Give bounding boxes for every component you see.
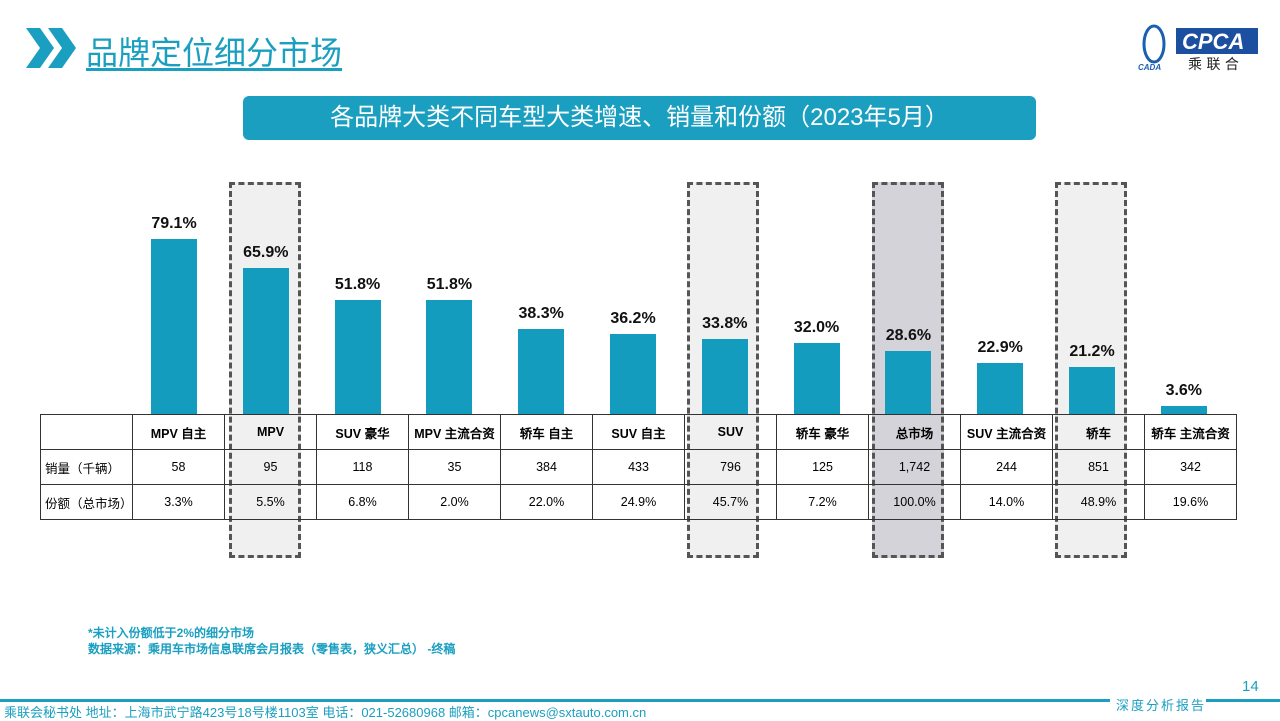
table-cell: 19.6% — [1144, 484, 1237, 520]
data-label: 65.9% — [243, 244, 289, 262]
table-cell: 100.0% — [868, 484, 961, 520]
data-label: 33.8% — [702, 315, 748, 333]
category-label: SUV 主流合资 — [960, 414, 1053, 450]
bar — [1069, 367, 1115, 414]
row-label: 份额（总市场） — [40, 484, 133, 520]
data-label: 51.8% — [426, 275, 473, 293]
category-label: 总市场 — [868, 414, 961, 450]
table-cell: 433 — [592, 449, 685, 485]
corner-cell — [40, 414, 133, 450]
table-cell: 6.8% — [316, 484, 409, 520]
table-cell: 118 — [316, 449, 409, 485]
category-label: 轿车 — [1052, 414, 1145, 450]
data-label: 21.2% — [1069, 343, 1115, 361]
table-cell: 7.2% — [776, 484, 869, 520]
data-label: 3.6% — [1165, 382, 1203, 400]
category-label: SUV 自主 — [592, 414, 685, 450]
table-cell: 58 — [132, 449, 225, 485]
table-cell: 35 — [408, 449, 501, 485]
page-number: 14 — [1242, 678, 1259, 695]
bar — [426, 299, 473, 414]
bar — [610, 333, 656, 414]
table-cell: 384 — [500, 449, 593, 485]
bar — [151, 239, 197, 414]
bar — [334, 299, 381, 414]
bar — [885, 350, 932, 414]
page-title: 品牌定位细分市场 — [86, 35, 343, 71]
chart-subtitle: 各品牌大类不同车型大类增速、销量和份额（2023年5月） — [243, 96, 1036, 140]
bar — [518, 329, 565, 414]
category-label: MPV 自主 — [132, 414, 225, 450]
table-cell: 14.0% — [960, 484, 1053, 520]
footer-divider — [0, 699, 1110, 702]
data-table: MPV 自主 MPV SUV 豪华 MPV 主流合资 轿车 自主 SUV 自主 SUV 轿车 … — [40, 414, 1237, 520]
category-label: MPV 主流合资 — [408, 414, 501, 450]
svg-text:CPCA: CPCA — [1182, 29, 1244, 54]
footnote: *未计入份额低于2%的细分市场 — [88, 626, 255, 640]
table-cell: 22.0% — [500, 484, 593, 520]
data-source: 数据来源：乘用车市场信息联席会月报表（零售表，狭义汇总） -终稿 — [88, 642, 456, 656]
data-label: 36.2% — [610, 309, 656, 327]
footer-text: 乘联会秘书处 地址：上海市武宁路423号18号楼1103室 电话：021-526… — [4, 705, 647, 720]
data-label: 51.8% — [334, 275, 381, 293]
row-label: 销量（千辆） — [40, 449, 133, 485]
table-cell: 2.0% — [408, 484, 501, 520]
table-cell: 5.5% — [224, 484, 317, 520]
cpca-logo: CPCA 乘 联 合 CADA — [1136, 22, 1260, 73]
report-tag: 深度分析报告 — [1116, 698, 1207, 713]
data-label: 38.3% — [518, 305, 564, 323]
bar — [701, 339, 748, 414]
category-label: 轿车 主流合资 — [1144, 414, 1237, 450]
table-cell: 796 — [684, 449, 777, 485]
data-label: 28.6% — [885, 326, 932, 344]
data-label: 32.0% — [793, 319, 840, 337]
footer-divider — [1206, 699, 1280, 702]
table-cell: 125 — [776, 449, 869, 485]
bar — [242, 268, 289, 414]
bar — [793, 343, 840, 414]
table-cell: 45.7% — [684, 484, 777, 520]
category-label: 轿车 自主 — [500, 414, 593, 450]
table-cell: 342 — [1144, 449, 1237, 485]
category-label: SUV 豪华 — [316, 414, 409, 450]
bar — [1160, 406, 1207, 414]
table-cell: 24.9% — [592, 484, 685, 520]
data-label: 79.1% — [151, 215, 197, 233]
svg-text:CADA: CADA — [1138, 63, 1161, 72]
table-cell: 244 — [960, 449, 1053, 485]
category-label: MPV — [224, 414, 317, 450]
table-cell: 1,742 — [868, 449, 961, 485]
table-cell: 851 — [1052, 449, 1145, 485]
data-label: 22.9% — [977, 339, 1023, 357]
bar — [977, 363, 1024, 414]
chevron-icon — [26, 28, 76, 68]
svg-text:乘 联 合: 乘 联 合 — [1188, 57, 1239, 72]
table-cell: 95 — [224, 449, 317, 485]
table-cell: 3.3% — [132, 484, 225, 520]
category-label: SUV — [684, 414, 777, 450]
category-label: 轿车 豪华 — [776, 414, 869, 450]
table-cell: 48.9% — [1052, 484, 1145, 520]
